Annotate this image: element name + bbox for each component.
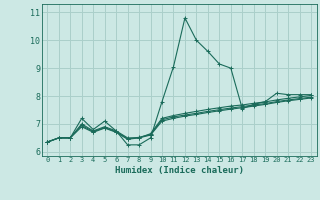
X-axis label: Humidex (Indice chaleur): Humidex (Indice chaleur) [115,166,244,175]
